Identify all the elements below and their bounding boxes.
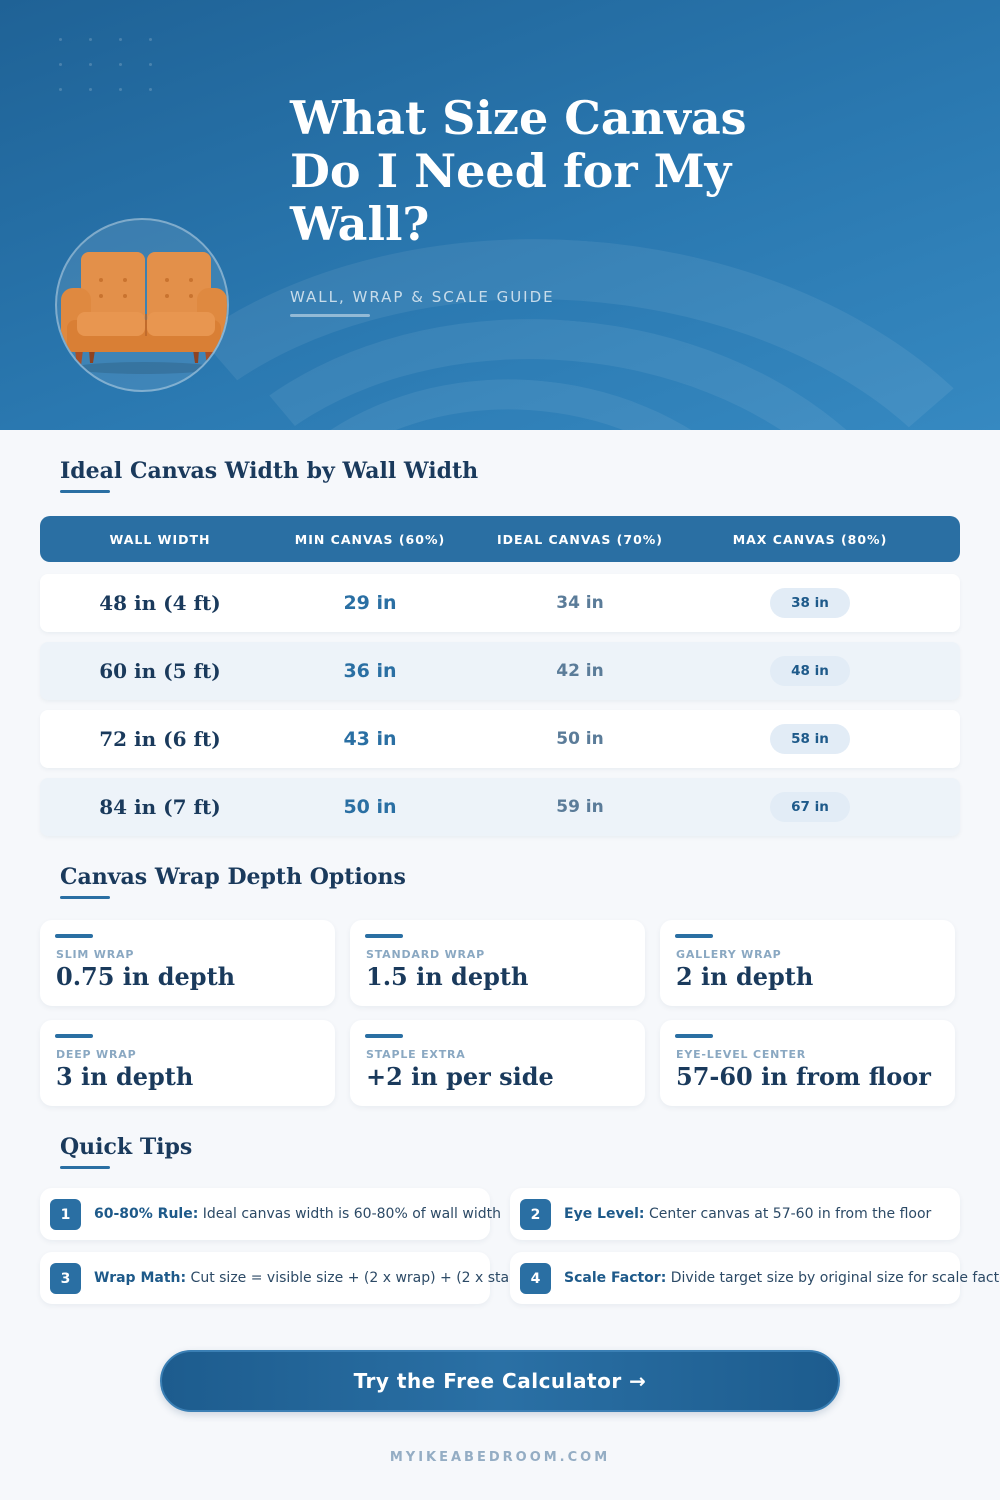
card-label: STAPLE EXTRA <box>366 1048 466 1061</box>
card-accent-bar <box>55 1034 93 1038</box>
max-canvas-cell: 58 in <box>700 724 920 754</box>
section-underline <box>60 1166 110 1169</box>
tip-item: 1 60-80% Rule: Ideal canvas width is 60-… <box>40 1188 501 1240</box>
tip-text: Scale Factor: Divide target size by orig… <box>564 1270 1000 1286</box>
tip-text: Eye Level: Center canvas at 57-60 in fro… <box>564 1206 931 1222</box>
subtitle-underline <box>290 314 370 317</box>
sofa-illustration <box>55 218 229 392</box>
card-value: 2 in depth <box>676 962 814 991</box>
sofa-icon <box>61 252 227 374</box>
max-canvas-cell: 48 in <box>700 656 920 686</box>
tip-title: 60-80% Rule: <box>94 1206 199 1222</box>
site-footer: MYIKEABEDROOM.COM <box>389 1450 611 1465</box>
card-accent-bar <box>675 934 713 938</box>
wrap-card-eye-level: EYE-LEVEL CENTER 57-60 in from floor <box>660 1020 955 1106</box>
table-row: 84 in (7 ft) 50 in 59 in 67 in <box>40 778 960 836</box>
section-title-quick-tips: Quick Tips <box>60 1134 193 1160</box>
card-accent-bar <box>55 934 93 938</box>
page-title: What Size Canvas Do I Need for My Wall? <box>290 91 747 251</box>
hero-banner: What Size Canvas Do I Need for My Wall? … <box>0 0 1000 430</box>
dot-grid-decoration <box>59 38 179 113</box>
section-underline <box>60 896 110 899</box>
wall-width-cell: 84 in (7 ft) <box>99 795 221 819</box>
card-label: DEEP WRAP <box>56 1048 137 1061</box>
card-accent-bar <box>365 934 403 938</box>
table-row: 48 in (4 ft) 29 in 34 in 38 in <box>40 574 960 632</box>
section-title-canvas-width: Ideal Canvas Width by Wall Width <box>60 458 479 484</box>
max-canvas-badge: 67 in <box>770 792 850 822</box>
card-value: 1.5 in depth <box>366 962 529 991</box>
ideal-canvas-cell: 42 in <box>556 661 604 681</box>
ideal-canvas-cell: 34 in <box>556 593 604 613</box>
try-calculator-button[interactable]: Try the Free Calculator → <box>160 1350 840 1412</box>
wrap-card-standard: STANDARD WRAP 1.5 in depth <box>350 920 645 1006</box>
table-row: 60 in (5 ft) 36 in 42 in 48 in <box>40 642 960 700</box>
wrap-card-deep: DEEP WRAP 3 in depth <box>40 1020 335 1106</box>
max-canvas-cell: 67 in <box>700 792 920 822</box>
column-header-min-canvas: MIN CANVAS (60%) <box>294 531 446 547</box>
card-value: 0.75 in depth <box>56 962 236 991</box>
tip-body: Ideal canvas width is 60-80% of wall wid… <box>202 1206 501 1222</box>
wall-width-cell: 72 in (6 ft) <box>99 727 221 751</box>
ideal-canvas-cell: 59 in <box>556 797 604 817</box>
card-accent-bar <box>675 1034 713 1038</box>
tip-text: 60-80% Rule: Ideal canvas width is 60-80… <box>94 1206 501 1222</box>
tip-body: Center canvas at 57-60 in from the floor <box>648 1206 932 1222</box>
tip-item: 2 Eye Level: Center canvas at 57-60 in f… <box>510 1188 960 1240</box>
card-label: SLIM WRAP <box>56 948 135 961</box>
max-canvas-badge: 48 in <box>770 656 850 686</box>
card-label: GALLERY WRAP <box>676 948 782 961</box>
tip-number-badge: 1 <box>50 1199 81 1230</box>
ideal-canvas-cell: 50 in <box>556 729 604 749</box>
tip-title: Eye Level: <box>564 1206 645 1222</box>
wall-width-cell: 60 in (5 ft) <box>99 659 221 683</box>
tip-number-badge: 2 <box>520 1199 551 1230</box>
card-value: +2 in per side <box>366 1062 554 1091</box>
cta-label: Try the Free Calculator → <box>353 1369 647 1393</box>
max-canvas-cell: 38 in <box>700 588 920 618</box>
column-header-ideal-canvas: IDEAL CANVAS (70%) <box>496 531 664 547</box>
column-header-wall-width: WALL WIDTH <box>109 531 211 547</box>
min-canvas-cell: 50 in <box>343 796 397 818</box>
wrap-card-slim: SLIM WRAP 0.75 in depth <box>40 920 335 1006</box>
wrap-card-staple-extra: STAPLE EXTRA +2 in per side <box>350 1020 645 1106</box>
min-canvas-cell: 29 in <box>343 592 397 614</box>
table-row: 72 in (6 ft) 43 in 50 in 58 in <box>40 710 960 768</box>
tip-number-badge: 4 <box>520 1263 551 1294</box>
max-canvas-badge: 38 in <box>770 588 850 618</box>
min-canvas-cell: 43 in <box>343 728 397 750</box>
card-accent-bar <box>365 1034 403 1038</box>
tip-body: Divide target size by original size for … <box>670 1270 1000 1286</box>
min-canvas-cell: 36 in <box>343 660 397 682</box>
tip-text: Wrap Math: Cut size = visible size + (2 … <box>94 1270 536 1286</box>
tip-title: Scale Factor: <box>564 1270 667 1286</box>
card-label: STANDARD WRAP <box>366 948 485 961</box>
tip-body: Cut size = visible size + (2 x wrap) + (… <box>190 1270 536 1286</box>
card-label: EYE-LEVEL CENTER <box>676 1048 807 1061</box>
tip-number-badge: 3 <box>50 1263 81 1294</box>
tip-item: 3 Wrap Math: Cut size = visible size + (… <box>40 1252 536 1304</box>
tip-title: Wrap Math: <box>94 1270 187 1286</box>
column-header-max-canvas: MAX CANVAS (80%) <box>732 531 888 547</box>
card-value: 57-60 in from floor <box>676 1062 931 1091</box>
table-header: WALL WIDTH MIN CANVAS (60%) IDEAL CANVAS… <box>40 516 960 562</box>
tip-item: 4 Scale Factor: Divide target size by or… <box>510 1252 1000 1304</box>
wall-width-cell: 48 in (4 ft) <box>99 591 221 615</box>
wrap-card-gallery: GALLERY WRAP 2 in depth <box>660 920 955 1006</box>
max-canvas-badge: 58 in <box>770 724 850 754</box>
section-title-wrap-depth: Canvas Wrap Depth Options <box>60 864 406 890</box>
card-value: 3 in depth <box>56 1062 194 1091</box>
page-subtitle: WALL, WRAP & SCALE GUIDE <box>290 288 555 306</box>
section-underline <box>60 490 110 493</box>
